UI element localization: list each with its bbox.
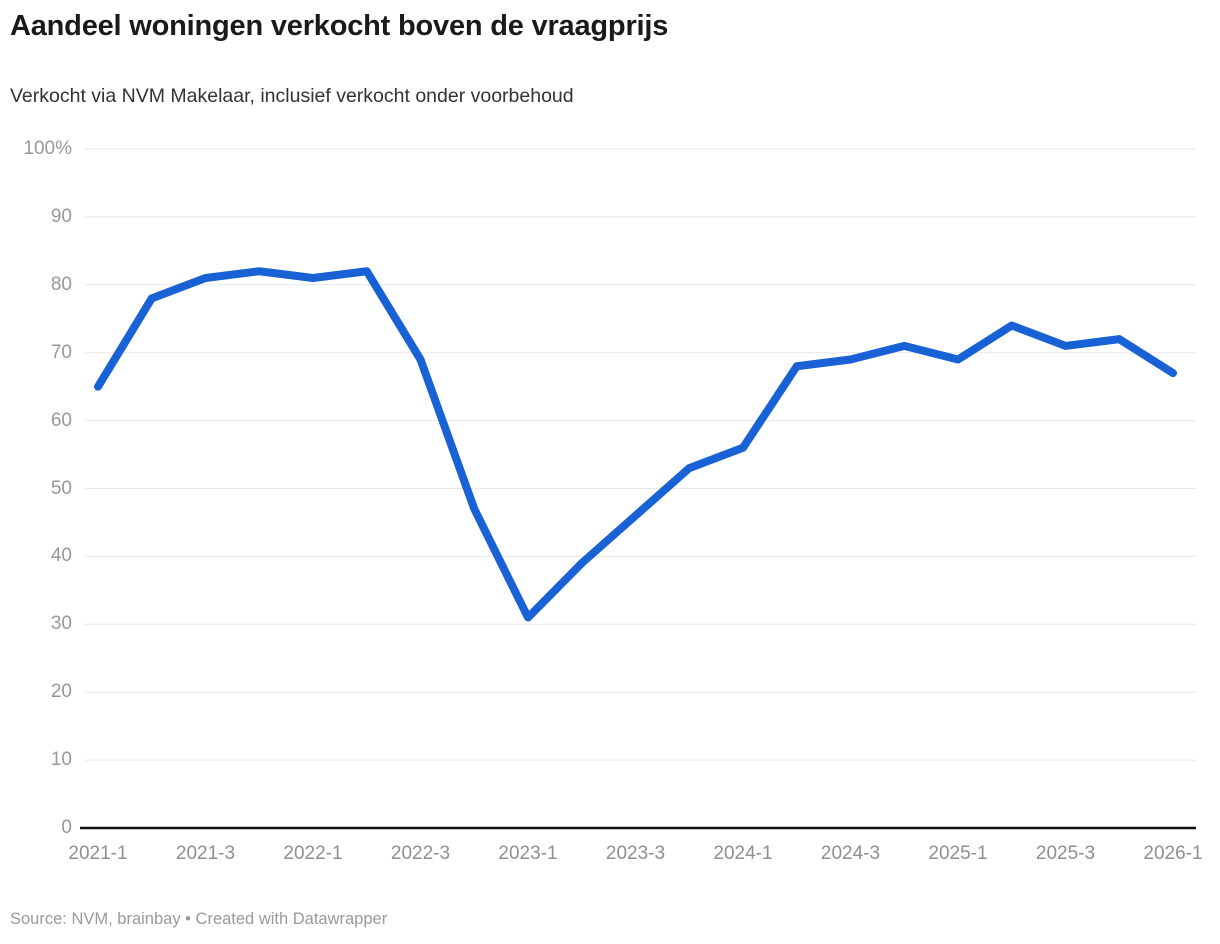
y-tick-label: 30 bbox=[50, 613, 72, 635]
y-tick-label: 20 bbox=[50, 681, 72, 703]
y-tick-label: 90 bbox=[50, 205, 72, 227]
x-tick-label: 2025-1 bbox=[928, 843, 988, 864]
x-tick-label: 2022-3 bbox=[390, 843, 451, 864]
y-tick-label: 80 bbox=[50, 273, 72, 295]
x-tick-label: 2021-1 bbox=[68, 843, 128, 864]
datawrapper-credit-link[interactable]: Created with Datawrapper bbox=[195, 910, 388, 928]
x-tick-label: 2023-3 bbox=[605, 843, 666, 864]
x-tick-label: 2026-1 bbox=[1143, 843, 1203, 864]
x-tick-label: 2021-3 bbox=[175, 843, 236, 864]
y-tick-label: 10 bbox=[50, 749, 72, 771]
footer-separator: • bbox=[180, 910, 196, 928]
gridlines bbox=[85, 148, 1196, 761]
y-tick-label: 50 bbox=[50, 477, 72, 499]
y-tick-label: 40 bbox=[50, 545, 72, 567]
source-note: Source: NVM, brainbay • Created with Dat… bbox=[10, 908, 1210, 931]
y-tick-label: 0 bbox=[61, 817, 72, 838]
source-text: Source: NVM, brainbay bbox=[10, 910, 181, 928]
chart-title: Aandeel woningen verkocht boven de vraag… bbox=[10, 10, 669, 42]
x-tick-label: 2024-3 bbox=[820, 843, 881, 864]
x-tick-label: 2022-1 bbox=[283, 843, 343, 864]
x-tick-label: 2025-3 bbox=[1035, 843, 1096, 864]
y-tick-label: 60 bbox=[50, 409, 72, 431]
chart-subtitle: Verkocht via NVM Makelaar, inclusief ver… bbox=[10, 85, 574, 107]
data-line bbox=[94, 267, 1177, 622]
x-tick-label: 2024-1 bbox=[713, 843, 773, 864]
y-tick-label: 100% bbox=[23, 138, 72, 159]
y-tick-label: 70 bbox=[50, 341, 72, 363]
x-tick-label: 2023-1 bbox=[498, 843, 558, 864]
